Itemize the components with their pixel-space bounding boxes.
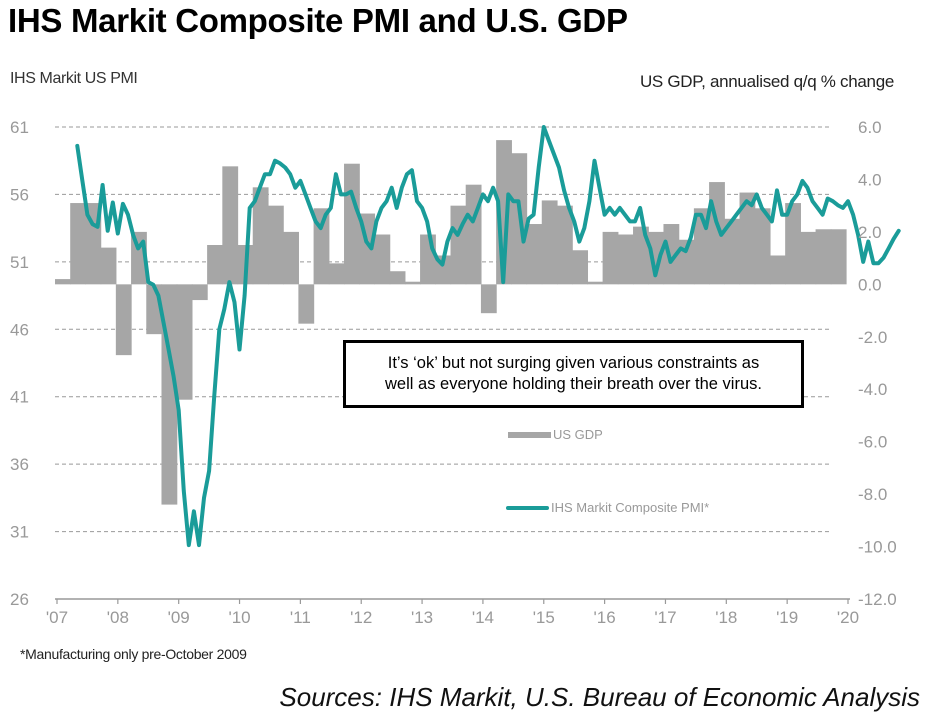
x-axis-ticks: '07 '08 '09 '10 '11 '12 '13 '14 '15 '16 '17 '18 '19 '… xyxy=(46,608,859,627)
left-tick-label: 26 xyxy=(10,590,29,609)
gdp-bar xyxy=(587,281,604,285)
legend-swatch-gdp xyxy=(508,431,551,438)
x-tick-label: '09 xyxy=(168,608,190,627)
right-tick-label: 4.0 xyxy=(858,170,882,189)
gdp-bar xyxy=(769,255,786,285)
pmi-line xyxy=(75,125,901,548)
chart-title: IHS Markit Composite PMI and U.S. GDP xyxy=(8,2,628,39)
left-tick-label: 36 xyxy=(10,455,29,474)
x-tick-label: '20 xyxy=(837,608,859,627)
gdp-bar xyxy=(815,229,832,285)
left-tick-label: 41 xyxy=(10,388,29,407)
x-tick-label: '07 xyxy=(46,608,68,627)
gdp-bar xyxy=(115,284,132,356)
gdp-bar xyxy=(374,234,391,285)
x-tick-label: '10 xyxy=(228,608,250,627)
gdp-bar xyxy=(328,263,345,285)
gdp-bar xyxy=(344,163,360,285)
right-tick-label: -2.0 xyxy=(858,328,887,347)
left-axis-title: IHS Markit US PMI xyxy=(10,70,138,87)
right-tick-label: 6.0 xyxy=(858,118,882,137)
gdp-bar xyxy=(176,284,193,400)
right-tick-label: -6.0 xyxy=(858,433,887,452)
x-axis xyxy=(55,598,850,604)
gdp-bar xyxy=(207,245,223,285)
x-tick-label: '14 xyxy=(472,608,494,627)
gdp-bar xyxy=(572,250,589,285)
right-tick-label: -12.0 xyxy=(858,590,897,609)
pmi-line-group xyxy=(75,125,901,548)
right-axis-title: US GDP, annualised q/q % change xyxy=(639,72,894,91)
gdp-bar xyxy=(785,203,801,285)
annotation-line-2: well as everyone holding their breath ov… xyxy=(385,375,762,393)
gdp-bar xyxy=(267,205,284,285)
right-tick-label: -8.0 xyxy=(858,485,887,504)
gdp-bar xyxy=(739,192,756,285)
legend-label-pmi: IHS Markit Composite PMI* xyxy=(551,500,710,515)
left-tick-label: 61 xyxy=(10,118,29,137)
right-tick-label: -10.0 xyxy=(858,538,897,557)
gdp-bar xyxy=(754,208,771,285)
x-tick-label: '18 xyxy=(715,608,737,627)
gdp-bar xyxy=(800,231,817,285)
x-tick-label: '16 xyxy=(594,608,616,627)
legend-item-pmi: IHS Markit Composite PMI* xyxy=(506,500,709,515)
gdp-bar xyxy=(70,203,87,285)
gdp-bar xyxy=(55,279,71,285)
x-tick-label: '12 xyxy=(350,608,372,627)
right-tick-label: 0.0 xyxy=(858,275,882,294)
gdp-bar xyxy=(541,200,558,285)
right-tick-label: 2.0 xyxy=(858,223,882,242)
gdp-bar xyxy=(222,166,239,285)
gdp-bar xyxy=(633,226,649,285)
right-axis-ticks: 6.0 4.0 2.0 0.0 -2.0 -4.0 -6.0 -8.0 -10.0 -12.0 xyxy=(858,118,897,609)
x-tick-label: '17 xyxy=(654,608,676,627)
gdp-bar xyxy=(648,231,665,285)
right-tick-label: -4.0 xyxy=(858,380,887,399)
left-tick-label: 31 xyxy=(10,523,29,542)
gdp-bar xyxy=(252,187,269,285)
gdp-bar xyxy=(283,231,299,285)
gdp-bar xyxy=(480,284,497,314)
gdp-bar xyxy=(389,271,406,285)
x-tick-label: '15 xyxy=(533,608,555,627)
legend-swatch-pmi xyxy=(506,505,549,510)
sources-note: Sources: IHS Markit, U.S. Bureau of Econ… xyxy=(279,682,920,712)
left-tick-label: 46 xyxy=(10,320,29,339)
gdp-bar xyxy=(830,229,847,285)
gdp-bar xyxy=(556,205,573,285)
gdp-bar xyxy=(724,218,741,285)
gdp-bar xyxy=(526,224,543,285)
legend-label-gdp: US GDP xyxy=(553,427,603,442)
x-tick-label: '11 xyxy=(290,608,311,627)
gdp-bar xyxy=(663,224,680,285)
gdp-bar xyxy=(313,208,330,285)
annotation-line-1: It’s ‘ok’ but not surging given various … xyxy=(387,354,760,372)
x-tick-label: '13 xyxy=(411,608,433,627)
x-tick-label: '19 xyxy=(776,608,798,627)
gdp-bar xyxy=(617,234,634,285)
left-tick-label: 56 xyxy=(10,185,29,204)
gdp-bar xyxy=(191,284,208,301)
gdp-bar xyxy=(298,284,315,324)
legend-item-gdp: US GDP xyxy=(508,427,603,442)
left-axis-ticks: 61 56 51 46 41 36 31 26 xyxy=(10,118,29,609)
footnote: *Manufacturing only pre-October 2009 xyxy=(20,646,247,662)
gdp-bar xyxy=(404,281,421,285)
gdp-bar xyxy=(420,234,436,285)
annotation-box: It’s ‘ok’ but not surging given various … xyxy=(343,340,804,408)
x-tick-label: '08 xyxy=(107,608,129,627)
left-tick-label: 51 xyxy=(10,253,29,272)
gdp-bar xyxy=(602,231,619,285)
gdp-bar xyxy=(100,247,117,285)
